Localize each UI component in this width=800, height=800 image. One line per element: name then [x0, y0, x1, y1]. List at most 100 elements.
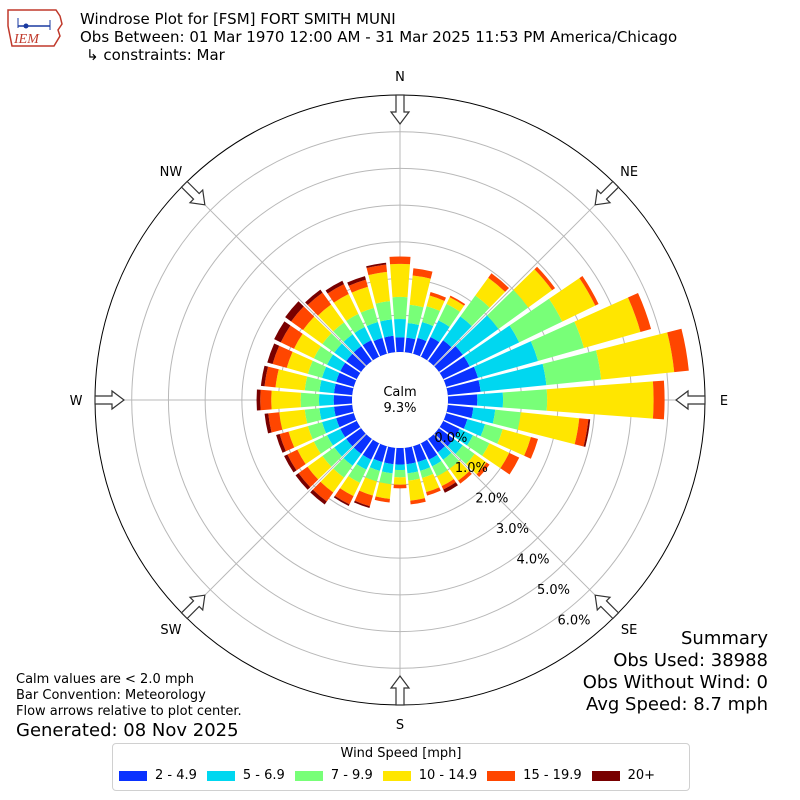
windrose-bar-segment — [390, 263, 410, 298]
windrose-bar-segment — [333, 458, 353, 478]
windrose-bar-segment — [307, 455, 332, 480]
windrose-bar-segment — [307, 360, 327, 378]
windrose-bar-segment — [304, 376, 322, 392]
radial-tick-label: 1.0% — [455, 461, 488, 476]
generated-date: Generated: 08 Nov 2025 — [16, 720, 239, 741]
windrose-bar-segment — [408, 478, 425, 501]
windrose-bar-segment — [354, 327, 372, 346]
windrose-bar-segment — [327, 284, 349, 303]
windrose-bar-segment — [305, 289, 323, 306]
windrose-bar-segment — [384, 335, 396, 354]
windrose-bar-segment — [417, 322, 434, 342]
windrose-bar-segment — [334, 343, 353, 362]
windrose-bar-segment — [365, 467, 380, 482]
windrose-bar-segment — [429, 291, 447, 301]
compass-arrow-icon — [594, 594, 620, 620]
windrose-bar-segment — [333, 395, 353, 405]
windrose-bar-segment — [412, 268, 433, 279]
windrose-bar-segment — [256, 389, 261, 411]
windrose-bar-segment — [312, 481, 334, 502]
windrose-bar-segment — [304, 408, 322, 424]
calm-value: 9.3% — [383, 401, 416, 416]
windrose-bar-segment — [458, 471, 472, 484]
windrose-bar-segment — [428, 454, 442, 467]
windrose-bar-segment — [460, 295, 490, 327]
windrose-bar-segment — [346, 353, 366, 372]
windrose-bar-segment — [346, 313, 365, 333]
windrose-bar-segment — [500, 452, 520, 475]
windrose-bar-segment — [463, 325, 520, 367]
legend-swatch — [119, 770, 147, 781]
windrose-bar-segment — [336, 413, 357, 428]
compass-label: NE — [620, 165, 638, 180]
windrose-bar-segment — [310, 489, 327, 505]
calm-label: Calm — [383, 385, 416, 400]
legend-swatch — [382, 770, 411, 781]
windrose-bar-segment — [322, 447, 342, 467]
weather-station-icon — [17, 18, 51, 30]
legend-item: 15 - 19.9 — [487, 768, 582, 783]
windrose-bar-segment — [325, 280, 344, 294]
legend-item: 10 - 14.9 — [382, 768, 477, 783]
windrose-bar-segment — [443, 452, 460, 469]
windrose-bar-segment — [343, 447, 362, 466]
windrose-bar-segment — [417, 458, 431, 471]
grid-spoke — [183, 183, 367, 367]
windrose-bar-segment — [420, 467, 434, 478]
radial-tick-label: 3.0% — [496, 522, 529, 537]
title-line-1: Windrose Plot for [FSM] FORT SMITH MUNI — [80, 10, 396, 28]
windrose-bar-segment — [327, 428, 346, 446]
iowa-state-outline-icon — [7, 9, 63, 47]
windrose-bar-segment — [476, 462, 490, 477]
chart-title-block: Windrose Plot for [FSM] FORT SMITH MUNI … — [80, 10, 677, 64]
legend-swatch — [487, 770, 516, 781]
windrose-bar-segment — [368, 271, 390, 304]
windrose-bar-segment — [366, 264, 387, 276]
windrose-bar-segment — [394, 464, 406, 471]
windrose-bar-segment — [366, 262, 387, 269]
windrose-bar-segment — [395, 337, 405, 353]
windrose-bar-segment — [436, 470, 454, 487]
summary-avg-speed: Avg Speed: 8.7 mph — [586, 694, 768, 715]
calm-circle — [352, 352, 448, 448]
grid-spoke — [183, 433, 367, 617]
windrose-bar-segment — [347, 276, 366, 286]
windrose-bar-segment — [389, 256, 411, 265]
radial-tick-label: 6.0% — [558, 613, 591, 628]
windrose-bar-segment — [340, 476, 360, 497]
radial-tick-label: 5.0% — [537, 583, 570, 598]
windrose-bar-segment — [446, 297, 465, 312]
windrose-bar-segment — [285, 301, 304, 322]
windrose-bar-segment — [463, 419, 486, 437]
radial-tick-label: 2.0% — [475, 492, 508, 507]
windrose-bar-segment — [430, 320, 450, 343]
legend: Wind Speed [mph] 2 - 4.9 5 - 6.9 7 - 9.9 10… — [112, 743, 690, 791]
windrose-bar-segment — [384, 446, 396, 465]
windrose-bar-segment — [303, 316, 332, 345]
legend-item: 5 - 6.9 — [206, 768, 285, 783]
windrose-bar-segment — [366, 322, 383, 342]
windrose-bar-segment — [407, 471, 420, 481]
compass-arrow-icon — [675, 389, 706, 411]
compass-label: SW — [160, 623, 181, 638]
windrose-bar-segment — [284, 454, 297, 473]
windrose-bar-segment — [517, 412, 580, 445]
windrose-bar-segment — [298, 466, 319, 488]
windrose-bar-segment — [524, 437, 539, 459]
windrose-bar-segment — [291, 306, 315, 331]
windrose-bar-segment — [480, 424, 503, 444]
windrose-bar-segment — [467, 435, 490, 456]
title-line-3: ↳ constraints: Mar — [86, 46, 225, 64]
grid-spoke — [433, 183, 617, 367]
title-line-2: Obs Between: 01 Mar 1970 12:00 AM - 31 M… — [80, 28, 678, 46]
windrose-bar-segment — [667, 328, 689, 373]
windrose-bar-segment — [449, 460, 470, 481]
iem-logo: IEM — [7, 9, 63, 47]
radial-tick-labels: 0.0% 1.0% 2.0% 3.0% 4.0% 5.0% 6.0% — [434, 431, 590, 629]
compass-arrow-icon — [389, 94, 411, 125]
legend-label: 7 - 9.9 — [330, 768, 373, 783]
windrose-bar-segment — [420, 336, 440, 361]
windrose-bar-segment — [353, 500, 370, 509]
compass-label: NW — [160, 165, 183, 180]
windrose-bar-segment — [392, 296, 408, 320]
